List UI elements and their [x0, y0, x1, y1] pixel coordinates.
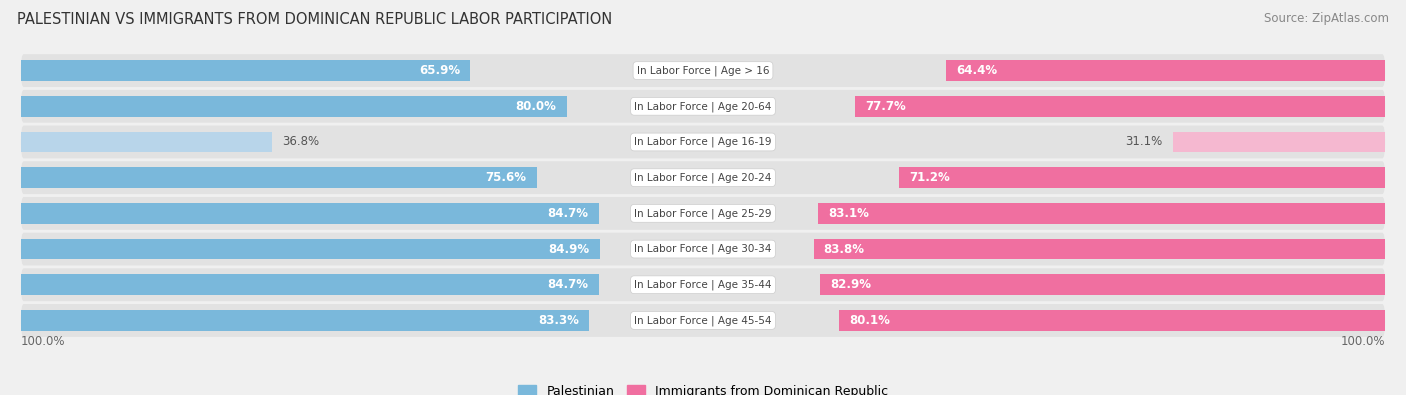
Text: 84.7%: 84.7% [547, 207, 588, 220]
Text: In Labor Force | Age 16-19: In Labor Force | Age 16-19 [634, 137, 772, 147]
Bar [21, 96, 567, 117]
Bar [820, 275, 1385, 295]
Text: 80.1%: 80.1% [849, 314, 890, 327]
Text: 71.2%: 71.2% [910, 171, 950, 184]
Text: 83.3%: 83.3% [538, 314, 579, 327]
FancyBboxPatch shape [21, 233, 1385, 265]
Text: In Labor Force | Age 25-29: In Labor Force | Age 25-29 [634, 208, 772, 218]
Bar [21, 203, 599, 224]
Bar [855, 96, 1385, 117]
Bar [21, 275, 599, 295]
Bar [1173, 132, 1385, 152]
FancyBboxPatch shape [21, 304, 1385, 337]
Text: 64.4%: 64.4% [956, 64, 997, 77]
Bar [21, 310, 589, 331]
Text: PALESTINIAN VS IMMIGRANTS FROM DOMINICAN REPUBLIC LABOR PARTICIPATION: PALESTINIAN VS IMMIGRANTS FROM DOMINICAN… [17, 12, 612, 27]
Text: 83.1%: 83.1% [828, 207, 869, 220]
Text: 31.1%: 31.1% [1125, 135, 1163, 149]
FancyBboxPatch shape [21, 268, 1385, 301]
FancyBboxPatch shape [21, 197, 1385, 230]
Text: 80.0%: 80.0% [516, 100, 557, 113]
Text: In Labor Force | Age 30-34: In Labor Force | Age 30-34 [634, 244, 772, 254]
Text: 84.7%: 84.7% [547, 278, 588, 291]
Text: 100.0%: 100.0% [1340, 335, 1385, 348]
FancyBboxPatch shape [21, 161, 1385, 194]
Bar [946, 60, 1385, 81]
Bar [21, 60, 471, 81]
Legend: Palestinian, Immigrants from Dominican Republic: Palestinian, Immigrants from Dominican R… [513, 380, 893, 395]
Bar [21, 239, 600, 260]
FancyBboxPatch shape [21, 54, 1385, 87]
Text: Source: ZipAtlas.com: Source: ZipAtlas.com [1264, 12, 1389, 25]
Text: 84.9%: 84.9% [548, 243, 589, 256]
Bar [839, 310, 1385, 331]
Text: In Labor Force | Age > 16: In Labor Force | Age > 16 [637, 65, 769, 76]
Text: In Labor Force | Age 45-54: In Labor Force | Age 45-54 [634, 315, 772, 326]
Text: In Labor Force | Age 20-64: In Labor Force | Age 20-64 [634, 101, 772, 111]
Text: 65.9%: 65.9% [419, 64, 460, 77]
Text: In Labor Force | Age 20-24: In Labor Force | Age 20-24 [634, 173, 772, 183]
Bar [814, 239, 1385, 260]
Text: 75.6%: 75.6% [485, 171, 526, 184]
Bar [21, 167, 537, 188]
Bar [21, 132, 271, 152]
Text: 77.7%: 77.7% [865, 100, 905, 113]
Text: 82.9%: 82.9% [830, 278, 870, 291]
Text: 100.0%: 100.0% [21, 335, 66, 348]
Text: 83.8%: 83.8% [824, 243, 865, 256]
FancyBboxPatch shape [21, 90, 1385, 123]
Text: In Labor Force | Age 35-44: In Labor Force | Age 35-44 [634, 280, 772, 290]
FancyBboxPatch shape [21, 126, 1385, 158]
Text: 36.8%: 36.8% [283, 135, 319, 149]
Bar [900, 167, 1385, 188]
Bar [818, 203, 1385, 224]
